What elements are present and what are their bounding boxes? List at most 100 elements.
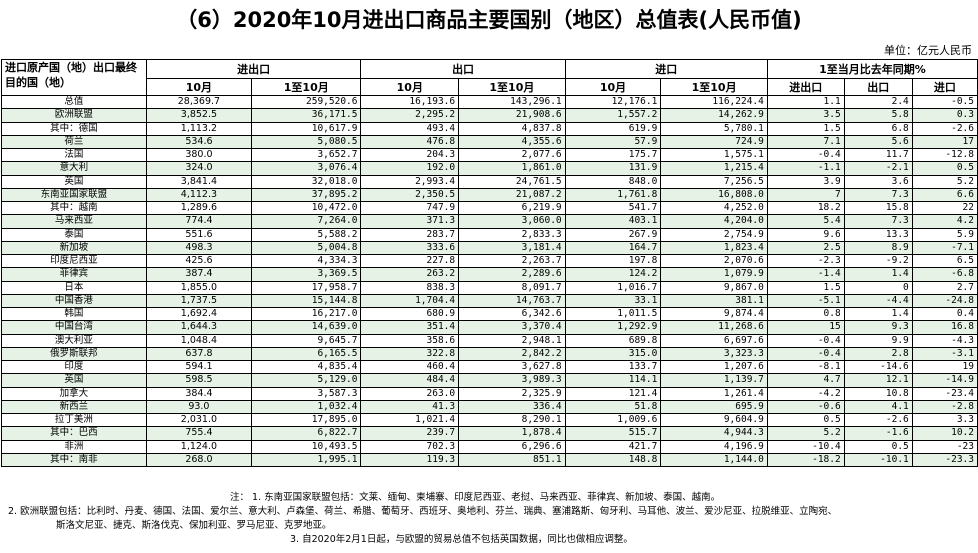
table-row: 中国台湾 1,644.3 14,639.0 351.4 3,370.4 1,292.9 11… (1, 320, 978, 335)
value-cell: 2,070.6 (660, 253, 768, 269)
value-cell: 143,296.1 (458, 94, 566, 110)
value-cell: 324.0 (145, 161, 253, 176)
country-cell: 中国香港 (1, 293, 147, 309)
country-cell: 其中：德国 (1, 121, 147, 136)
value-cell: 0.5 (766, 412, 845, 428)
table-row: 其中：巴西 755.4 6,822.7 239.7 1,878.4 515.7 4,944.… (1, 426, 978, 441)
value-cell: 774.4 (145, 214, 253, 229)
value-cell: 1,215.4 (660, 161, 768, 176)
value-cell: -0.5 (911, 94, 978, 110)
value-cell: -2.1 (843, 161, 913, 176)
value-cell: 4.1 (843, 399, 913, 415)
value-cell: 24,761.5 (458, 174, 566, 189)
footnotes: 注： 1. 东南亚国家联盟包括：文莱、缅甸、柬埔寨、印度尼西亚、老挝、马来西亚、… (0, 491, 978, 547)
value-cell: 1,124.0 (145, 439, 253, 454)
value-cell: 1,855.0 (145, 280, 253, 295)
value-cell: -1.1 (766, 161, 845, 176)
value-cell: 1,823.4 (660, 240, 768, 256)
value-cell: 403.1 (564, 214, 662, 229)
value-cell: 333.6 (360, 240, 460, 256)
value-cell: 0 (843, 280, 913, 295)
value-cell: 0.4 (911, 306, 978, 322)
value-cell: 425.6 (145, 253, 253, 269)
value-cell: 2,350.5 (360, 187, 460, 203)
value-cell: 515.7 (564, 426, 662, 441)
country-cell: 印度 (1, 359, 147, 375)
value-cell: 5.4 (766, 214, 845, 229)
value-cell: 124.2 (564, 267, 662, 282)
value-cell: 6,697.6 (660, 333, 768, 348)
value-cell: 175.7 (564, 147, 662, 163)
value-cell: -4.2 (766, 386, 845, 401)
value-cell: 484.4 (360, 373, 460, 388)
value-cell: -5.1 (766, 293, 845, 309)
value-cell: 2,325.9 (458, 386, 566, 401)
value-cell: 1,575.1 (660, 147, 768, 163)
table-row: 泰国 551.6 5,588.2 283.7 2,833.3 267.9 2,754.9 9.… (1, 227, 978, 242)
value-cell: 5.9 (911, 227, 978, 242)
value-cell: 3.5 (766, 108, 845, 123)
value-cell: 9.3 (843, 320, 913, 335)
value-cell: 1,032.4 (251, 399, 362, 415)
value-cell: 1,079.9 (660, 267, 768, 282)
value-cell: 4.2 (911, 214, 978, 229)
value-cell: 8,091.7 (458, 280, 566, 295)
value-cell: 10,617.9 (251, 121, 362, 136)
value-cell: 4,837.8 (458, 121, 566, 136)
country-cell: 加拿大 (1, 386, 147, 401)
value-cell: 336.4 (458, 399, 566, 415)
country-cell: 英国 (1, 373, 147, 388)
value-cell: 10,472.0 (251, 200, 362, 216)
value-cell: 1,557.2 (564, 108, 662, 123)
table-row: 菲律宾 387.4 3,369.5 263.2 2,289.6 124.2 1,079.9-… (1, 267, 978, 282)
table-row: 其中：德国 1,113.2 10,617.9 493.4 4,837.8 619.9 5,7… (1, 121, 978, 136)
value-cell: 1,861.0 (458, 161, 566, 176)
country-cell: 俄罗斯联邦 (1, 346, 147, 362)
value-cell: 2,295.2 (360, 108, 460, 123)
value-cell: 119.3 (360, 452, 460, 468)
value-cell: 283.7 (360, 227, 460, 242)
table-row: 意大利 324.0 3,076.4 192.0 1,861.0 131.9 1,215.4-… (1, 161, 978, 176)
value-cell: 12.1 (843, 373, 913, 388)
value-cell: 680.9 (360, 306, 460, 322)
value-cell: -2.3 (766, 253, 845, 269)
value-cell: 3,989.3 (458, 373, 566, 388)
footnote-3: 3. 自2020年2月1日起，与欧盟的贸易总值不包括英国数据，同比也做相应调整。 (290, 534, 633, 545)
table-row: 中国香港 1,737.5 15,144.8 1,704.4 14,763.7 33.1 38… (1, 293, 978, 309)
value-cell: 493.4 (360, 121, 460, 136)
value-cell: 227.8 (360, 253, 460, 269)
value-cell: 3,841.4 (145, 174, 253, 189)
value-cell: 4.7 (766, 373, 845, 388)
value-cell: 2,948.1 (458, 333, 566, 348)
value-cell: 534.6 (145, 134, 253, 150)
value-cell: 15.8 (843, 200, 913, 216)
sub-header: 进出口 (766, 78, 845, 96)
country-cell: 东南亚国家联盟 (1, 187, 147, 203)
value-cell: 2,833.3 (458, 227, 566, 242)
value-cell: 9.9 (843, 333, 913, 348)
value-cell: 9,645.7 (251, 333, 362, 348)
value-cell: 315.0 (564, 346, 662, 362)
value-cell: -4.3 (911, 333, 978, 348)
country-cell: 英国 (1, 174, 147, 189)
country-cell: 欧洲联盟 (1, 108, 147, 123)
value-cell: 148.8 (564, 452, 662, 468)
table-row: 东南亚国家联盟 4,112.3 37,895.2 2,350.5 21,087.2 1,7… (1, 187, 978, 203)
table-row: 英国 3,841.4 32,018.0 2,993.4 24,761.5 848.0 7,2… (1, 174, 978, 189)
value-cell: 19 (911, 359, 978, 375)
country-cell: 泰国 (1, 227, 147, 242)
value-cell: 17 (911, 134, 978, 150)
value-cell: 2,842.2 (458, 346, 566, 362)
country-cell: 法国 (1, 147, 147, 163)
country-cell: 新加坡 (1, 240, 147, 256)
value-cell: 3,323.3 (660, 346, 768, 362)
table-row: 俄罗斯联邦 637.8 6,165.5 322.8 2,842.2 315.0 3,323.… (1, 346, 978, 362)
country-cell: 中国台湾 (1, 320, 147, 335)
value-cell: 1,737.5 (145, 293, 253, 309)
value-cell: 204.3 (360, 147, 460, 163)
value-cell: 6.5 (911, 253, 978, 269)
value-cell: 7 (766, 187, 845, 203)
value-cell: 384.4 (145, 386, 253, 401)
value-cell: 551.6 (145, 227, 253, 242)
table-row: 日本 1,855.0 17,958.7 838.3 8,091.7 1,016.7 9,86… (1, 280, 978, 295)
